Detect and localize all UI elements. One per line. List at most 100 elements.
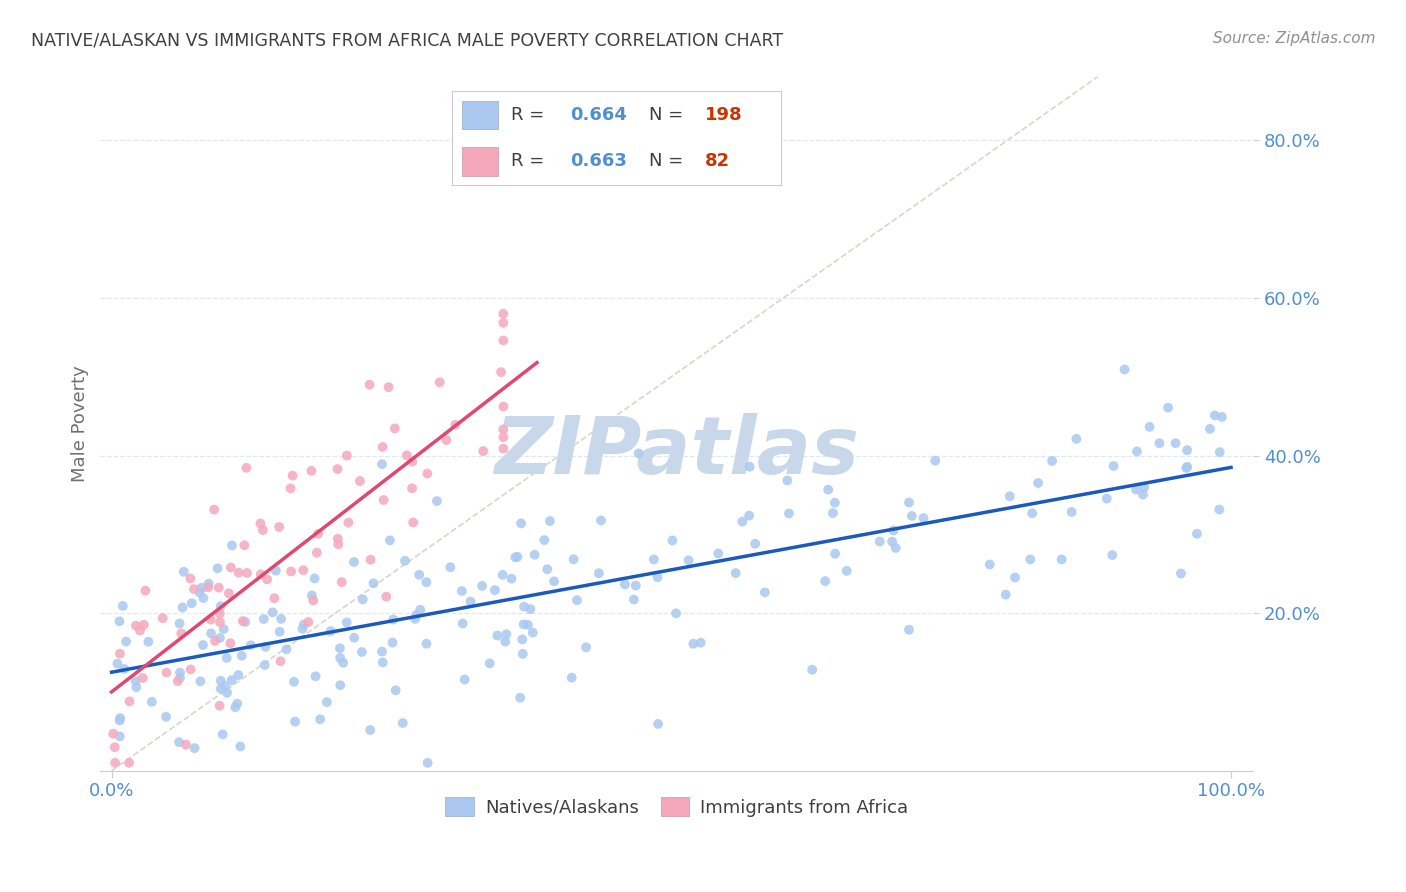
Point [415, 575, 437, 590]
Point [1050, 552, 1073, 566]
Point [627, 446, 650, 460]
Point [256, 573, 278, 587]
Point [394, 554, 416, 568]
Point [776, 474, 799, 488]
Point [191, 638, 214, 652]
Point [229, 739, 252, 754]
Legend: Natives/Alaskans, Immigrants from Africa: Natives/Alaskans, Immigrants from Africa [439, 790, 915, 824]
Point [283, 674, 305, 689]
Point [291, 622, 314, 636]
Point [280, 565, 302, 579]
Point [565, 593, 588, 607]
Point [589, 513, 612, 527]
Point [174, 738, 197, 752]
Point [1175, 459, 1198, 474]
Point [492, 442, 515, 456]
Point [1066, 432, 1088, 446]
Point [1019, 552, 1042, 566]
Point [377, 380, 399, 394]
Point [215, 651, 238, 665]
Point [197, 581, 219, 595]
Point [315, 695, 337, 709]
Point [132, 617, 155, 632]
Point [226, 668, 249, 682]
Point [536, 562, 558, 576]
Point [512, 617, 534, 632]
Point [152, 611, 174, 625]
Point [409, 603, 432, 617]
Point [883, 524, 905, 538]
Point [235, 460, 257, 475]
Point [169, 671, 191, 685]
Point [118, 756, 141, 770]
Point [169, 665, 191, 680]
Point [301, 589, 323, 603]
Point [912, 511, 935, 525]
Point [501, 572, 523, 586]
Point [1185, 526, 1208, 541]
Point [329, 678, 352, 692]
Point [155, 665, 177, 680]
Point [429, 376, 451, 390]
Point [253, 612, 276, 626]
Point [231, 648, 253, 663]
Point [239, 638, 262, 652]
Point [665, 607, 688, 621]
Point [155, 710, 177, 724]
Point [801, 663, 824, 677]
Point [249, 516, 271, 531]
Point [395, 449, 418, 463]
Point [183, 741, 205, 756]
Point [1139, 420, 1161, 434]
Point [624, 578, 647, 592]
Point [304, 669, 326, 683]
Point [415, 637, 437, 651]
Point [336, 615, 359, 630]
Point [226, 697, 249, 711]
Point [513, 599, 536, 614]
Point [453, 673, 475, 687]
Point [738, 508, 761, 523]
Text: ZIPatlas: ZIPatlas [495, 413, 859, 491]
Point [371, 644, 394, 658]
Point [125, 673, 148, 688]
Point [575, 640, 598, 655]
Point [190, 674, 212, 689]
Point [426, 494, 449, 508]
Point [319, 624, 342, 638]
Point [492, 400, 515, 414]
Point [292, 563, 315, 577]
Point [228, 566, 250, 580]
Point [332, 656, 354, 670]
Point [1132, 487, 1154, 501]
Point [1175, 461, 1198, 475]
Point [219, 636, 242, 650]
Point [249, 567, 271, 582]
Point [924, 453, 946, 467]
Point [817, 483, 839, 497]
Point [221, 539, 243, 553]
Point [329, 651, 352, 665]
Point [682, 637, 704, 651]
Point [329, 641, 352, 656]
Point [108, 714, 131, 728]
Point [107, 657, 129, 671]
Point [108, 730, 131, 744]
Point [405, 607, 427, 622]
Point [439, 560, 461, 574]
Point [1004, 570, 1026, 584]
Point [1126, 444, 1149, 458]
Point [208, 698, 231, 713]
Point [276, 642, 298, 657]
Point [371, 440, 394, 454]
Point [173, 565, 195, 579]
Point [233, 538, 256, 552]
Point [522, 625, 544, 640]
Point [307, 526, 329, 541]
Point [516, 618, 538, 632]
Point [1211, 409, 1233, 424]
Point [224, 700, 246, 714]
Point [492, 307, 515, 321]
Point [814, 574, 837, 588]
Point [264, 564, 287, 578]
